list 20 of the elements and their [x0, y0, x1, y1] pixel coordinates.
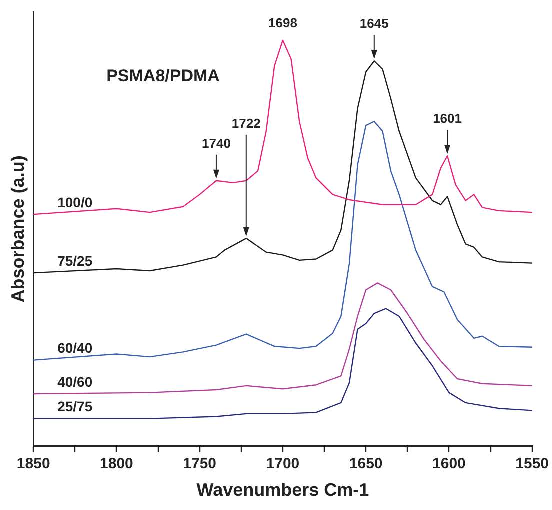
annotation: 1722 [232, 116, 261, 131]
y-axis-title: Absorbance (a.u) [8, 156, 28, 303]
series-label: 40/60 [58, 374, 93, 390]
x-tick-label: 1700 [266, 456, 300, 473]
x-tick-label: 1800 [100, 456, 134, 473]
x-tick-label: 1600 [432, 456, 466, 473]
annotation: 1698 [268, 15, 298, 30]
x-tick-label: 1750 [183, 456, 217, 473]
series-label: 100/0 [58, 194, 93, 210]
x-tick-label: 1550 [516, 456, 550, 473]
x-tick-label: 1650 [349, 456, 383, 473]
x-axis-title: Wavenumbers Cm-1 [196, 480, 370, 500]
series-label: 75/25 [58, 252, 93, 269]
annotation: PSMA8/PDMA [106, 66, 220, 86]
annotation: 1601 [433, 111, 462, 126]
annotation: 1740 [202, 136, 231, 151]
series-label: 60/40 [58, 340, 93, 356]
series-label: 25/75 [58, 398, 93, 415]
x-tick-label: 1850 [16, 456, 50, 473]
annotation: 1645 [360, 16, 389, 32]
